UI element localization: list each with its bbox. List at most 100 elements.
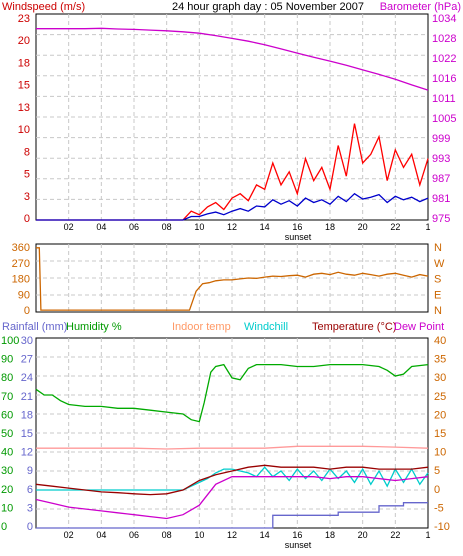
barometer-tick-label: 1011: [432, 93, 456, 105]
temperature-tick-label: 20: [434, 409, 446, 421]
x-tick-label: 16: [292, 530, 302, 540]
rainfall-tick-label: 3: [27, 502, 33, 514]
windspeed-tick-label: 20: [18, 35, 30, 47]
compass-tick-label: E: [434, 289, 441, 301]
direction-tick-label: 0: [24, 305, 30, 317]
windspeed-tick-label: 5: [24, 169, 30, 181]
wind-series: [36, 27, 429, 221]
rainfall-tick-label: 6: [27, 484, 33, 496]
barometer-tick-label: 1028: [432, 33, 456, 45]
windspeed-tick-label: 18: [18, 57, 30, 69]
windspeed-tick-label: 3: [24, 191, 30, 203]
rainfall-tick-label: 18: [21, 409, 33, 421]
windspeed-axis-title: Windspeed (m/s): [2, 1, 85, 13]
wind-gust-line: [36, 123, 429, 221]
x-tick-label: 06: [129, 530, 139, 540]
x-tick-label: 20: [358, 530, 368, 540]
compass-tick-label: S: [434, 274, 441, 286]
dew-point-line: [35, 476, 429, 520]
rainfall-tick-label: 27: [21, 354, 33, 366]
wind-average-line: [36, 192, 429, 221]
temp-legend-label: Temperature (°C): [312, 321, 396, 333]
barometer-tick-label: 1022: [432, 53, 456, 65]
x-tick-label: 14: [260, 530, 270, 540]
humidity-tick-label: 20: [1, 484, 13, 496]
indoor-temp-line: [36, 445, 429, 450]
barometer-tick-label: 993: [432, 153, 450, 165]
temp-series: [35, 363, 429, 529]
temperature-tick-label: 30: [434, 372, 446, 384]
x-tick-label: 18: [325, 222, 335, 232]
wind-sunset-label: sunset: [285, 232, 312, 242]
x-tick-label: 22: [390, 530, 400, 540]
temperature-tick-label: 35: [434, 354, 446, 366]
x-tick-label: 14: [260, 222, 270, 232]
compass-tick-label: N: [434, 242, 442, 254]
rainfall-tick-label: 0: [27, 521, 33, 533]
humidity-tick-label: 10: [1, 502, 13, 514]
barometer-tick-label: 987: [432, 173, 450, 185]
humidity-tick-label: 40: [1, 447, 13, 459]
temperature-tick-label: 5: [434, 465, 440, 477]
baro-right-ticks: 1034 1028 1022 1016 1011 1005 999 993 987 981 975: [432, 13, 456, 225]
x-tick-label: 16: [292, 222, 302, 232]
humidity-tick-label: 100: [1, 335, 19, 347]
x-tick-label: 12: [227, 530, 237, 540]
x-tick-label: 18: [325, 530, 335, 540]
x-tick-label: 10: [194, 530, 204, 540]
barometer-tick-label: 1005: [432, 113, 456, 125]
temp-gridlines: [36, 338, 428, 528]
x-tick-label: 08: [162, 530, 172, 540]
humidity-tick-label: 0: [1, 521, 7, 533]
compass-tick-label: W: [434, 258, 445, 270]
rainfall-line: [36, 502, 428, 529]
rainfall-tick-label: 21: [21, 391, 33, 403]
windchill-line: [36, 466, 429, 491]
humidity-tick-label: 60: [1, 409, 13, 421]
temp-legend-label: Dew Point: [394, 321, 444, 333]
x-tick-label: 10: [194, 222, 204, 232]
rainfall-tick-label: 15: [21, 428, 33, 440]
x-tick-label: 04: [96, 222, 106, 232]
windspeed-tick-label: 13: [18, 102, 30, 114]
temperature-tick-label: 40: [434, 335, 446, 347]
temperature-tick-label: -5: [434, 502, 444, 514]
windspeed-tick-label: 10: [18, 124, 30, 136]
windspeed-tick-label: 8: [24, 146, 30, 158]
wind-direction-line: [36, 247, 429, 311]
x-tick-label: 12: [227, 222, 237, 232]
x-tick-label: 02: [64, 222, 74, 232]
barometer-axis-title: Barometer (hPa): [380, 1, 461, 13]
temperature-tick-label: 25: [434, 391, 446, 403]
graph-title: 24 hour graph day : 05 November 2007: [172, 1, 364, 13]
humidity-tick-label: 50: [1, 428, 13, 440]
x-tick-label: 08: [162, 222, 172, 232]
temp-legend-label: Humidity %: [66, 321, 122, 333]
x-tick-label: 1: [425, 530, 430, 540]
windspeed-tick-label: 15: [18, 80, 30, 92]
direction-tick-label: 270: [12, 258, 30, 270]
direction-tick-label: 180: [12, 274, 30, 286]
x-tick-label: 20: [358, 222, 368, 232]
x-tick-label: 06: [129, 222, 139, 232]
direction-series: [36, 247, 429, 311]
temperature-line: [35, 464, 429, 496]
x-tick-label: 1: [425, 222, 430, 232]
barometer-tick-label: 999: [432, 133, 450, 145]
temperature-tick-label: 10: [434, 447, 446, 459]
rainfall-tick-label: 9: [27, 465, 33, 477]
barometer-tick-label: 1016: [432, 73, 456, 85]
compass-tick-label: N: [434, 305, 442, 317]
temp-legend-label: Windchill: [244, 321, 288, 333]
direction-gridlines: [36, 244, 428, 312]
humidity-tick-label: 70: [1, 391, 13, 403]
humidity-line: [35, 363, 429, 423]
temperature-tick-label: 15: [434, 428, 446, 440]
direction-tick-label: 360: [12, 242, 30, 254]
humidity-tick-label: 90: [1, 354, 13, 366]
temp-x-ticks: 02 04 06 08 10 12 14 16 18 20 22 1: [64, 530, 431, 540]
wind-x-ticks: 02 04 06 08 10 12 14 16 18 20 22 1: [64, 222, 431, 232]
